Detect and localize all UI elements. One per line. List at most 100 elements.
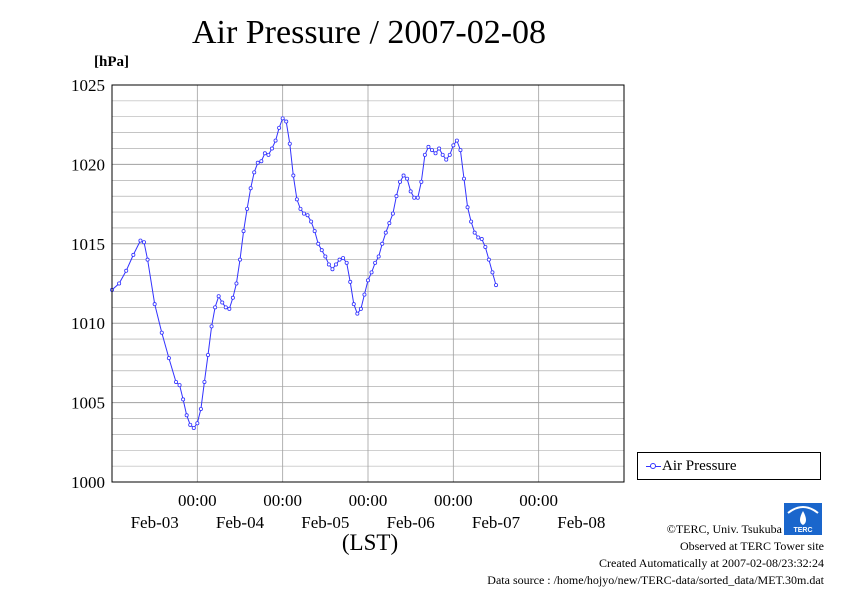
- data-point: [341, 256, 346, 261]
- x-tick-time-label: 00:00: [263, 491, 302, 510]
- data-point: [412, 195, 417, 200]
- terc-logo-icon: TERC: [784, 503, 822, 535]
- logo-lettering: TERC: [793, 527, 812, 534]
- x-tick-time-label: 00:00: [434, 491, 473, 510]
- data-point: [294, 197, 299, 202]
- x-tick-date-label: Feb-07: [472, 513, 521, 532]
- data-point: [223, 305, 228, 310]
- data-point: [141, 240, 146, 245]
- tick-layer: 1000 1005 1010 1015 1020 1025 00:00 Feb-03 00:00…: [71, 76, 605, 532]
- data-point: [131, 252, 136, 257]
- x-tick-date-label: Feb-04: [216, 513, 265, 532]
- data-point: [277, 125, 282, 130]
- data-point: [230, 295, 235, 300]
- data-point: [188, 422, 193, 427]
- data-point: [145, 257, 150, 262]
- data-point: [380, 241, 385, 246]
- data-point: [209, 324, 214, 329]
- data-point: [287, 141, 292, 146]
- data-point: [316, 241, 321, 246]
- data-point: [387, 221, 392, 226]
- data-point: [426, 144, 431, 149]
- data-point: [205, 352, 210, 357]
- series-layer: [110, 116, 498, 431]
- data-point: [451, 143, 456, 148]
- data-point: [365, 278, 370, 283]
- data-point: [184, 413, 189, 418]
- y-tick-label: 1020: [71, 155, 105, 174]
- data-point: [259, 159, 264, 164]
- data-point: [376, 254, 381, 259]
- data-point: [166, 356, 171, 361]
- data-point: [337, 257, 342, 262]
- y-axis-unit-label: [hPa]: [94, 54, 129, 70]
- data-point: [394, 194, 399, 199]
- data-point: [458, 148, 463, 153]
- footer-data-source: Data source : /home/hojyo/new/TERC-data/…: [487, 573, 824, 587]
- data-point: [397, 179, 402, 184]
- data-point: [234, 281, 239, 286]
- data-point: [348, 279, 353, 284]
- legend-series-name: Air Pressure: [662, 458, 737, 474]
- chart-title: Air Pressure / 2007-02-08: [191, 14, 547, 51]
- x-axis-label: (LST): [341, 530, 399, 555]
- data-point: [216, 294, 221, 299]
- data-point: [433, 151, 438, 156]
- data-point: [202, 379, 207, 384]
- grid-layer: [112, 85, 624, 482]
- y-tick-label: 1025: [71, 76, 105, 95]
- data-point: [490, 270, 495, 275]
- data-point: [476, 235, 481, 240]
- x-tick-time-label: 00:00: [178, 491, 217, 510]
- footer-observed: Observed at TERC Tower site: [679, 539, 824, 553]
- data-point: [469, 219, 474, 224]
- data-point: [373, 260, 378, 265]
- data-point: [447, 152, 452, 157]
- data-point: [248, 186, 253, 191]
- data-point: [191, 426, 196, 431]
- x-tick-time-label: 00:00: [519, 491, 558, 510]
- data-point: [255, 160, 260, 165]
- data-point: [280, 116, 285, 121]
- y-tick-label: 1000: [71, 473, 105, 492]
- data-point: [429, 148, 434, 153]
- data-point: [241, 229, 246, 234]
- data-point: [358, 306, 363, 311]
- data-point: [333, 262, 338, 267]
- data-point: [177, 383, 182, 388]
- data-point: [383, 230, 388, 235]
- data-point: [323, 254, 328, 259]
- data-point: [369, 270, 374, 275]
- data-point: [419, 179, 424, 184]
- data-point: [117, 281, 122, 286]
- data-point: [422, 152, 427, 157]
- data-point: [355, 311, 360, 316]
- data-point: [351, 302, 356, 307]
- data-point: [493, 283, 498, 288]
- data-point: [461, 176, 466, 181]
- data-point: [298, 206, 303, 211]
- data-point: [198, 406, 203, 411]
- data-point: [273, 138, 278, 143]
- data-point: [405, 176, 410, 181]
- data-point: [344, 260, 349, 265]
- x-tick-date-label: Feb-05: [301, 513, 349, 532]
- data-point: [138, 238, 143, 243]
- data-point: [291, 173, 296, 178]
- data-point: [266, 152, 271, 157]
- data-point: [237, 257, 242, 262]
- data-point: [284, 119, 289, 124]
- x-tick-date-label: Feb-03: [131, 513, 179, 532]
- data-point: [454, 138, 459, 143]
- data-point: [312, 229, 317, 234]
- data-point: [195, 421, 200, 426]
- data-point: [486, 257, 491, 262]
- x-tick-date-label: Feb-06: [387, 513, 435, 532]
- data-point: [319, 248, 324, 253]
- data-point: [213, 305, 218, 310]
- data-point: [227, 306, 232, 311]
- data-point: [330, 267, 335, 272]
- data-point: [483, 244, 488, 249]
- data-point: [326, 262, 331, 267]
